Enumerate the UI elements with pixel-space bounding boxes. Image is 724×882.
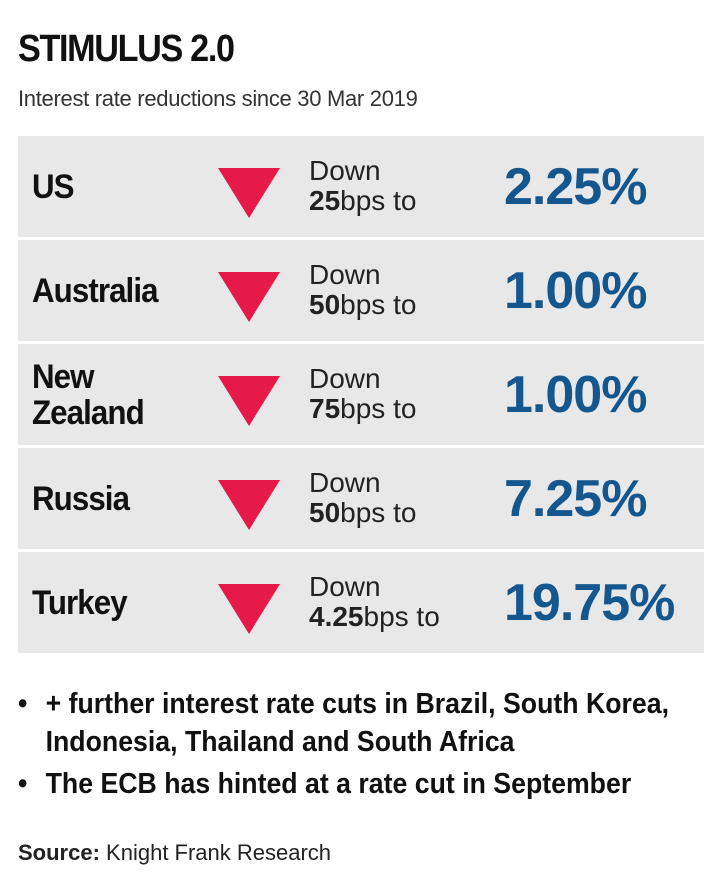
rate-table: US Down 25bps to 2.25% Australia Down 50bps to… [18,136,704,656]
rate-value: 19.75% [504,573,675,632]
change-bps-value: 4.25 [309,601,364,632]
change-text: Down 25bps to [309,156,416,216]
change-amount: 4.25bps to [309,602,440,632]
change-direction: Down [309,467,381,498]
change-bps-suffix: bps to [340,393,417,424]
change-bps-value: 50 [309,497,341,528]
rate-value: 2.25% [504,157,647,216]
chart-title: STIMULUS 2.0 [18,28,235,70]
note-text: + further interest rate cuts in Brazil, … [45,688,670,758]
rate-value: 1.00% [504,261,647,320]
down-triangle-shape [218,376,280,426]
change-amount: 50bps to [309,290,416,320]
down-triangle-icon [218,584,280,634]
rate-value: 1.00% [504,365,647,424]
change-bps-value: 25 [309,185,341,216]
table-row: US Down 25bps to 2.25% [18,136,704,237]
change-bps-suffix: bps to [340,497,417,528]
change-bps-value: 50 [309,289,341,320]
source-line: Source: Knight Frank Research [18,840,331,866]
change-direction: Down [309,259,381,290]
change-bps-suffix: bps to [340,185,417,216]
table-row: New Zealand Down 75bps to 1.00% [18,344,704,445]
change-text: Down 50bps to [309,468,416,528]
change-direction: Down [309,571,381,602]
down-triangle-shape [218,584,280,634]
change-text: Down 75bps to [309,364,416,424]
down-triangle-shape [218,168,280,218]
change-bps-suffix: bps to [363,601,440,632]
table-row: Russia Down 50bps to 7.25% [18,448,704,549]
bullet-icon: • [18,688,28,720]
down-triangle-icon [218,272,280,322]
note-text: The ECB has hinted at a rate cut in Sept… [45,768,632,800]
country-label: US [32,167,75,206]
note-item: • + further interest rate cuts in Brazil… [18,685,724,761]
chart-subtitle: Interest rate reductions since 30 Mar 20… [18,86,418,111]
change-amount: 25bps to [309,186,416,216]
table-row: Australia Down 50bps to 1.00% [18,240,704,341]
change-direction: Down [309,155,381,186]
source-text: Knight Frank Research [106,840,332,865]
down-triangle-icon [218,168,280,218]
down-triangle-icon [218,376,280,426]
source-label: Source: [18,840,100,865]
change-bps-value: 75 [309,393,341,424]
notes-list: • + further interest rate cuts in Brazil… [18,685,708,803]
down-triangle-shape [218,272,280,322]
rate-value: 7.25% [504,469,647,528]
bullet-icon: • [18,768,28,800]
change-direction: Down [309,363,381,394]
country-label: New Zealand [32,357,145,432]
down-triangle-icon [218,480,280,530]
change-amount: 75bps to [309,394,416,424]
country-label: Turkey [32,583,128,622]
change-text: Down 50bps to [309,260,416,320]
note-item: • The ECB has hinted at a rate cut in Se… [18,765,724,803]
change-bps-suffix: bps to [340,289,417,320]
down-triangle-shape [218,480,280,530]
table-row: Turkey Down 4.25bps to 19.75% [18,552,704,653]
country-label: Australia [32,271,159,310]
change-amount: 50bps to [309,498,416,528]
change-text: Down 4.25bps to [309,572,440,632]
country-label: Russia [32,479,130,518]
